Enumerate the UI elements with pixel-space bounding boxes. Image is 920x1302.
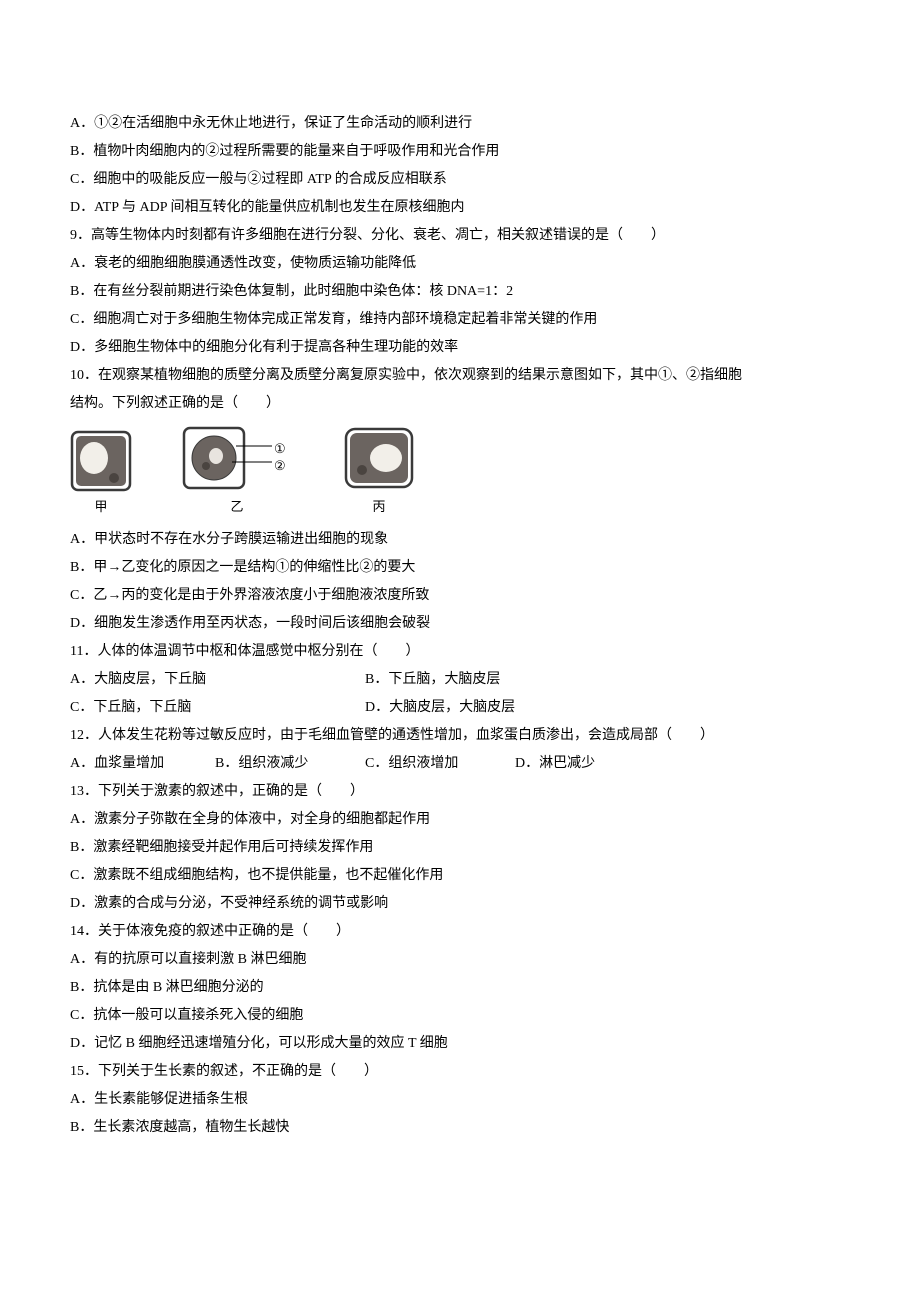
q12-stem: 12．人体发生花粉等过敏反应时，由于毛细血管壁的通透性增加，血浆蛋白质渗出，会造… (70, 722, 850, 750)
q10-option-a: A．甲状态时不存在水分子跨膜运输进出细胞的现象 (70, 526, 850, 554)
cell-bing-icon (342, 426, 416, 492)
q10-option-b: B．甲→乙变化的原因之一是结构①的伸缩性比②的要大 (70, 554, 850, 582)
q12-option-a: A．血浆量增加 (70, 750, 215, 778)
q8-option-a: A．①②在活细胞中永无休止地进行，保证了生命活动的顺利进行 (70, 110, 850, 138)
q10-figure-bing: 丙 (342, 426, 416, 520)
q10-option-c: C．乙→丙的变化是由于外界溶液浓度小于细胞液浓度所致 (70, 582, 850, 610)
q10-figure-yi: ① ② 乙 (182, 426, 292, 520)
q9-stem: 9．高等生物体内时刻都有许多细胞在进行分裂、分化、衰老、凋亡，相关叙述错误的是（… (70, 222, 850, 250)
cell-jia-icon (70, 430, 132, 492)
q14-option-c: C．抗体一般可以直接杀死入侵的细胞 (70, 1002, 850, 1030)
q11-option-d: D．大脑皮层，大脑皮层 (365, 694, 515, 722)
q11-option-b: B．下丘脑，大脑皮层 (365, 666, 500, 694)
q12-option-c: C．组织液增加 (365, 750, 515, 778)
q13-stem: 13．下列关于激素的叙述中，正确的是（ ） (70, 778, 850, 806)
q14-stem: 14．关于体液免疫的叙述中正确的是（ ） (70, 918, 850, 946)
q10-label-yi: 乙 (230, 494, 243, 520)
q11-option-c: C．下丘脑，下丘脑 (70, 694, 365, 722)
q8-option-c: C．细胞中的吸能反应一般与②过程即 ATP 的合成反应相联系 (70, 166, 850, 194)
q13-option-a: A．激素分子弥散在全身的体液中，对全身的细胞都起作用 (70, 806, 850, 834)
q9-option-d: D．多细胞生物体中的细胞分化有利于提高各种生理功能的效率 (70, 334, 850, 362)
q13-option-c: C．激素既不组成细胞结构，也不提供能量，也不起催化作用 (70, 862, 850, 890)
q13-option-b: B．激素经靶细胞接受并起作用后可持续发挥作用 (70, 834, 850, 862)
q9-option-a: A．衰老的细胞细胞膜通透性改变，使物质运输功能降低 (70, 250, 850, 278)
q15-option-a: A．生长素能够促进插条生根 (70, 1086, 850, 1114)
q10-figures: 甲 ① ② 乙 丙 (70, 426, 850, 520)
q12-option-d: D．淋巴减少 (515, 750, 595, 778)
q15-option-b: B．生长素浓度越高，植物生长越快 (70, 1114, 850, 1142)
q10-label-jia: 甲 (94, 494, 107, 520)
q10-label-bing: 丙 (372, 494, 385, 520)
q9-option-c: C．细胞凋亡对于多细胞生物体完成正常发育，维持内部环境稳定起着非常关键的作用 (70, 306, 850, 334)
q13-option-d: D．激素的合成与分泌，不受神经系统的调节或影响 (70, 890, 850, 918)
q14-option-a: A．有的抗原可以直接刺激 B 淋巴细胞 (70, 946, 850, 974)
q12-option-b: B．组织液减少 (215, 750, 365, 778)
q8-option-d: D．ATP 与 ADP 间相互转化的能量供应机制也发生在原核细胞内 (70, 194, 850, 222)
q14-option-b: B．抗体是由 B 淋巴细胞分泌的 (70, 974, 850, 1002)
q14-option-d: D．记忆 B 细胞经迅速增殖分化，可以形成大量的效应 T 细胞 (70, 1030, 850, 1058)
q10-figure-jia: 甲 (70, 430, 132, 520)
q9-option-b: B．在有丝分裂前期进行染色体复制，此时细胞中染色体：核 DNA=1：2 (70, 278, 850, 306)
q8-option-b: B．植物叶肉细胞内的②过程所需要的能量来自于呼吸作用和光合作用 (70, 138, 850, 166)
q10-stem-line1: 10．在观察某植物细胞的质壁分离及质壁分离复原实验中，依次观察到的结果示意图如下… (70, 362, 850, 390)
q15-stem: 15．下列关于生长素的叙述，不正确的是（ ） (70, 1058, 850, 1086)
q10-pointer-label-2: ② (274, 453, 286, 479)
q11-option-a: A．大脑皮层，下丘脑 (70, 666, 365, 694)
q10-stem-line2: 结构。下列叙述正确的是（ ） (70, 390, 850, 418)
q11-stem: 11．人体的体温调节中枢和体温感觉中枢分别在（ ） (70, 638, 850, 666)
q10-option-d: D．细胞发生渗透作用至丙状态，一段时间后该细胞会破裂 (70, 610, 850, 638)
